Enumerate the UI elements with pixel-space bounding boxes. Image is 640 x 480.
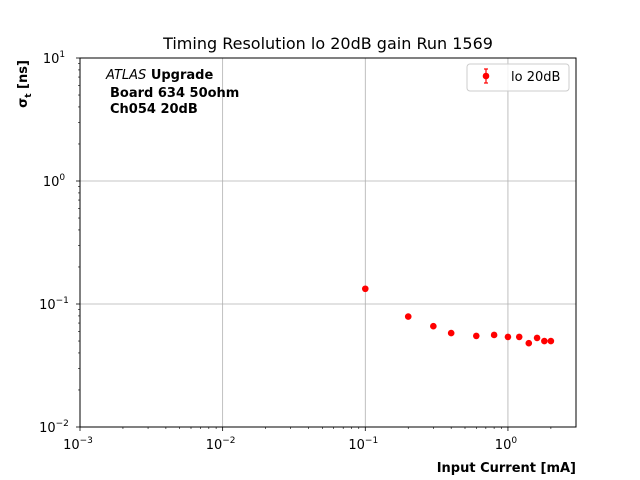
data-point	[430, 322, 437, 330]
x-tick-label: 10−3	[63, 436, 93, 453]
atlas-annotation: ATLAS Upgrade Board 634 50ohm Ch054 20dB	[105, 68, 239, 117]
plot-frame	[79, 57, 577, 428]
x-tick-label: 10−1	[348, 436, 378, 453]
data-point	[515, 333, 523, 341]
data-point	[490, 331, 498, 339]
legend-box	[466, 63, 570, 92]
x-tick-label: 10−2	[206, 436, 236, 453]
x-tick-exponent: −1	[365, 436, 378, 446]
legend-label: lo 20dB	[511, 70, 560, 85]
y-tick-label: 100	[43, 173, 66, 190]
y-tick-label: 10−1	[39, 296, 69, 313]
data-point	[472, 332, 480, 340]
y-axis-label-subscript: t	[24, 93, 34, 98]
legend-marker	[482, 72, 490, 80]
data-points	[361, 285, 555, 347]
y-tick-label: 101	[43, 50, 65, 67]
x-tick-exponent: −2	[222, 436, 235, 446]
x-tick-exponent: 0	[511, 436, 517, 446]
data-point	[361, 285, 369, 293]
legend: lo 20dB	[466, 63, 570, 92]
y-axis-label-unit: [ns]	[16, 60, 31, 93]
data-point	[547, 337, 555, 345]
annotation-upgrade: Upgrade	[151, 68, 214, 83]
y-tick-exponent: 0	[59, 173, 65, 183]
x-tick-label: 100	[495, 436, 518, 453]
minor-ticks	[78, 63, 552, 429]
annotation-atlas: ATLAS	[105, 68, 146, 83]
annotation-line-3: Ch054 20dB	[110, 102, 198, 117]
data-point	[533, 334, 541, 342]
x-axis-ticks: 10−3 10−2 10−1 100	[63, 427, 517, 453]
data-point	[404, 313, 412, 320]
y-tick-exponent: 1	[59, 50, 65, 60]
x-tick-exponent: −3	[80, 436, 93, 446]
data-point	[504, 333, 512, 341]
chart-title: Timing Resolution lo 20dB gain Run 1569	[162, 34, 493, 53]
y-tick-label: 10−2	[39, 419, 69, 436]
y-tick-exponent: −2	[56, 419, 69, 429]
y-tick-exponent: −1	[56, 296, 69, 306]
y-axis-label-symbol: σ	[16, 98, 31, 108]
annotation-line-1: ATLAS Upgrade	[105, 68, 213, 83]
data-point	[447, 329, 455, 337]
annotation-line-2: Board 634 50ohm	[110, 86, 239, 101]
data-point	[525, 339, 533, 347]
y-axis-label: σt [ns]	[16, 60, 34, 108]
x-axis-label: Input Current [mA]	[437, 461, 576, 476]
data-point	[541, 337, 548, 345]
